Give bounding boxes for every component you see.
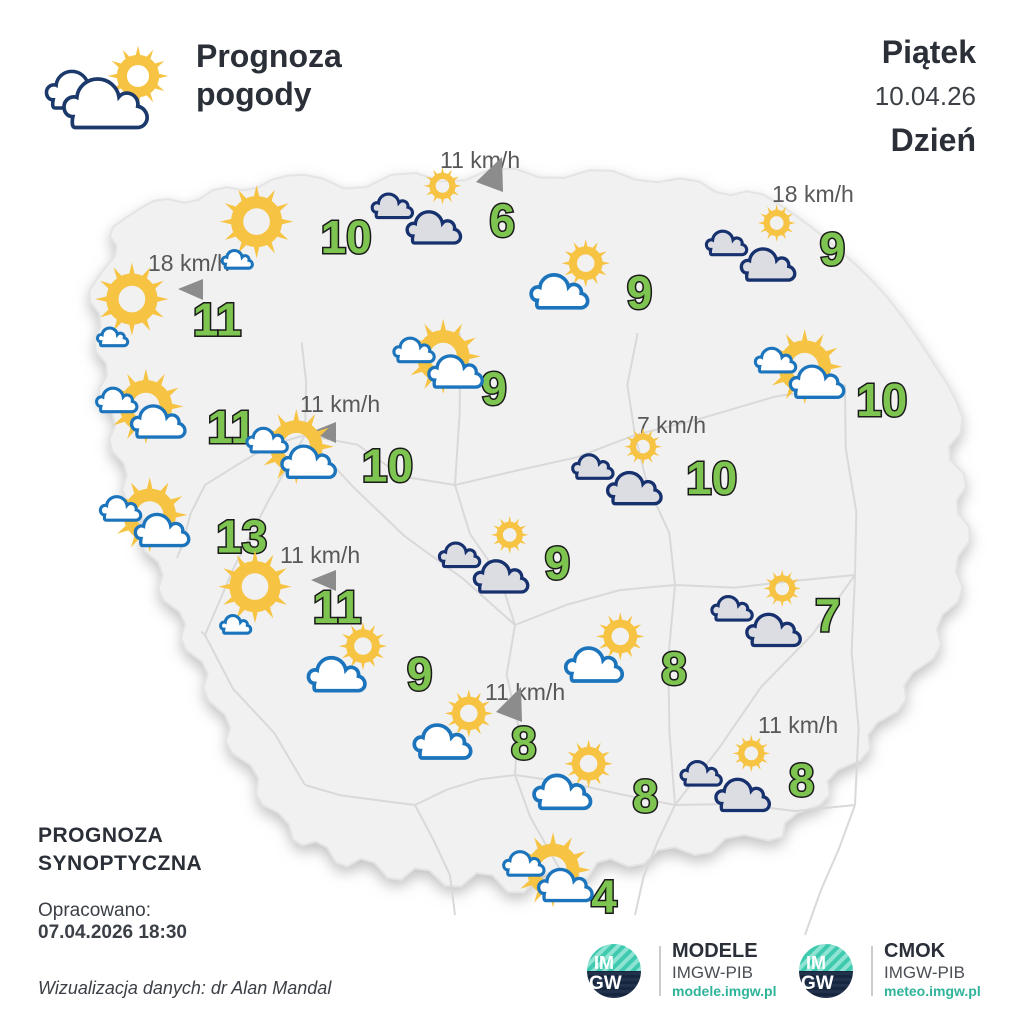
svg-text:IM: IM (594, 953, 614, 973)
svg-text:GW: GW (589, 973, 622, 994)
svg-text:GW: GW (801, 973, 834, 994)
svg-text:IM: IM (806, 953, 826, 973)
